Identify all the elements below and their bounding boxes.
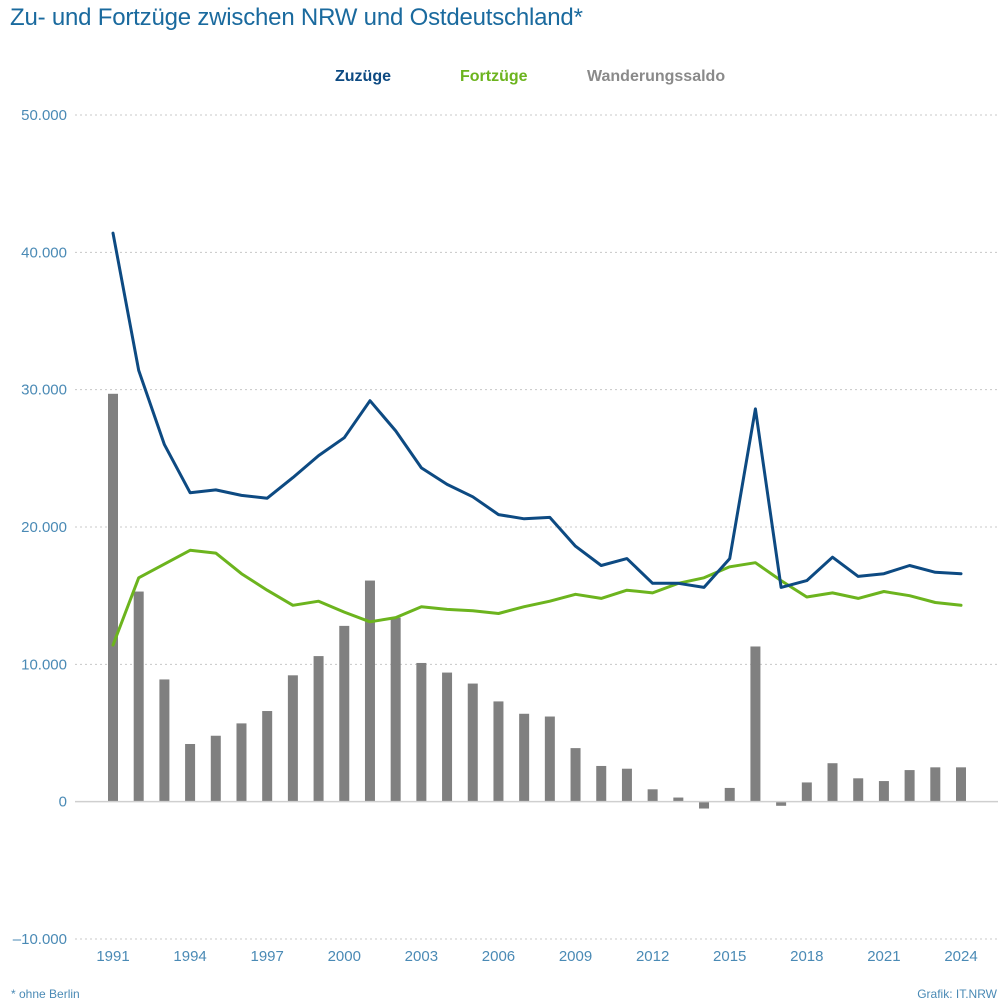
bar-wanderungssaldo-2010 xyxy=(596,765,607,802)
bar-wanderungssaldo-2003 xyxy=(416,662,427,802)
bar-wanderungssaldo-2023 xyxy=(930,767,941,802)
bar-wanderungssaldo-2005 xyxy=(467,683,478,802)
bar-wanderungssaldo-2014 xyxy=(699,801,710,809)
bar-wanderungssaldo-1994 xyxy=(185,743,196,802)
bar-wanderungssaldo-1993 xyxy=(159,679,170,802)
bar-wanderungssaldo-2021 xyxy=(878,781,889,802)
bar-wanderungssaldo-2009 xyxy=(570,748,581,802)
bar-wanderungssaldo-1991 xyxy=(108,393,118,802)
legend-item-wanderungssaldo: Wanderungssaldo xyxy=(587,68,726,85)
x-tick-label: 1994 xyxy=(173,948,206,965)
lines xyxy=(111,231,963,647)
legend: Zuzüge Fortzüge Wanderungssaldo xyxy=(0,68,999,92)
y-tick-label: –10.000 xyxy=(13,931,67,948)
source-credit: Grafik: IT.NRW xyxy=(917,987,997,1001)
y-tick-label: 10.000 xyxy=(21,656,67,673)
y-tick-label: 0 xyxy=(59,794,67,811)
x-tick-label: 2021 xyxy=(867,948,900,965)
bar-wanderungssaldo-2024 xyxy=(956,767,966,802)
x-tick-label: 1991 xyxy=(96,948,129,965)
bar-wanderungssaldo-2007 xyxy=(519,713,530,802)
bar-wanderungssaldo-2022 xyxy=(904,770,915,802)
line-fortzuege xyxy=(111,548,963,647)
bar-wanderungssaldo-1998 xyxy=(287,675,298,802)
bar-wanderungssaldo-1997 xyxy=(262,711,273,802)
bar-wanderungssaldo-2019 xyxy=(827,763,838,802)
bar-wanderungssaldo-2012 xyxy=(647,789,658,802)
x-tick-label: 2015 xyxy=(713,948,746,965)
y-tick-label: 40.000 xyxy=(21,244,67,261)
bar-wanderungssaldo-2017 xyxy=(776,801,787,806)
gridlines xyxy=(75,114,998,940)
bar-wanderungssaldo-2006 xyxy=(493,701,504,802)
bar-wanderungssaldo-1992 xyxy=(133,591,144,802)
bar-wanderungssaldo-2004 xyxy=(442,672,453,802)
bars-wanderungssaldo xyxy=(108,393,966,809)
bar-wanderungssaldo-2020 xyxy=(853,778,864,802)
bar-wanderungssaldo-2018 xyxy=(801,782,812,802)
x-tick-label: 2018 xyxy=(790,948,823,965)
footnote: * ohne Berlin xyxy=(11,987,80,1001)
x-tick-label: 2024 xyxy=(944,948,977,965)
y-tick-label: 20.000 xyxy=(21,519,67,536)
bar-wanderungssaldo-2000 xyxy=(339,625,350,802)
x-axis-ticks: 1991 1994 1997 2000 2003 2006 2009 2012 2015 2018… xyxy=(96,948,977,965)
bar-wanderungssaldo-2011 xyxy=(621,768,632,802)
y-axis-ticks: –10.000 0 10.000 20.000 30.000 40.000 50.000 xyxy=(13,107,67,948)
bar-wanderungssaldo-2002 xyxy=(390,617,401,802)
bar-wanderungssaldo-2013 xyxy=(673,797,684,802)
bar-wanderungssaldo-2008 xyxy=(544,716,555,802)
legend-item-zuzuege: Zuzüge xyxy=(335,68,391,85)
bar-wanderungssaldo-2016 xyxy=(750,646,761,802)
y-tick-label: 50.000 xyxy=(21,107,67,124)
x-tick-label: 1997 xyxy=(250,948,283,965)
bar-wanderungssaldo-1995 xyxy=(210,735,221,802)
bar-wanderungssaldo-1996 xyxy=(236,723,247,802)
x-tick-label: 2000 xyxy=(328,948,361,965)
chart-title: Zu- und Fortzüge zwischen NRW und Ostdeu… xyxy=(10,4,583,31)
bar-wanderungssaldo-2001 xyxy=(364,580,375,802)
bar-wanderungssaldo-1999 xyxy=(313,656,324,802)
x-tick-label: 2012 xyxy=(636,948,669,965)
x-tick-label: 2003 xyxy=(405,948,438,965)
line-zuzuege xyxy=(111,231,963,589)
bar-wanderungssaldo-2015 xyxy=(724,787,735,802)
x-tick-label: 2009 xyxy=(559,948,592,965)
y-tick-label: 30.000 xyxy=(21,382,67,399)
x-tick-label: 2006 xyxy=(482,948,515,965)
legend-item-fortzuege: Fortzüge xyxy=(460,68,528,85)
